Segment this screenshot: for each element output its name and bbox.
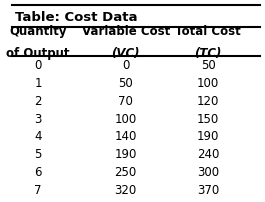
Text: 0: 0	[34, 59, 42, 72]
Text: 4: 4	[34, 130, 42, 143]
Text: Table: Cost Data: Table: Cost Data	[15, 11, 137, 24]
Text: (VC): (VC)	[112, 47, 140, 60]
Text: 300: 300	[197, 165, 219, 178]
Text: 370: 370	[197, 183, 219, 196]
Text: 150: 150	[197, 112, 219, 125]
Text: 2: 2	[34, 94, 42, 107]
Text: 100: 100	[114, 112, 137, 125]
Text: 0: 0	[122, 59, 129, 72]
Text: 140: 140	[114, 130, 137, 143]
Text: 7: 7	[34, 183, 42, 196]
Text: 70: 70	[118, 94, 133, 107]
Text: 3: 3	[34, 112, 42, 125]
Text: 5: 5	[34, 147, 42, 160]
Text: 6: 6	[34, 165, 42, 178]
Text: Variable Cost: Variable Cost	[82, 25, 170, 38]
Text: of Output: of Output	[6, 47, 70, 60]
Text: 190: 190	[197, 130, 219, 143]
Text: 240: 240	[197, 147, 219, 160]
Text: 50: 50	[118, 77, 133, 89]
Text: 120: 120	[197, 94, 219, 107]
Text: 190: 190	[114, 147, 137, 160]
Text: 50: 50	[201, 59, 216, 72]
Text: 320: 320	[114, 183, 137, 196]
Text: 100: 100	[197, 77, 219, 89]
Text: 250: 250	[114, 165, 137, 178]
Text: 1: 1	[34, 77, 42, 89]
Text: Quantity: Quantity	[9, 25, 67, 38]
Text: Total Cost: Total Cost	[175, 25, 241, 38]
Text: (TC): (TC)	[195, 47, 222, 60]
